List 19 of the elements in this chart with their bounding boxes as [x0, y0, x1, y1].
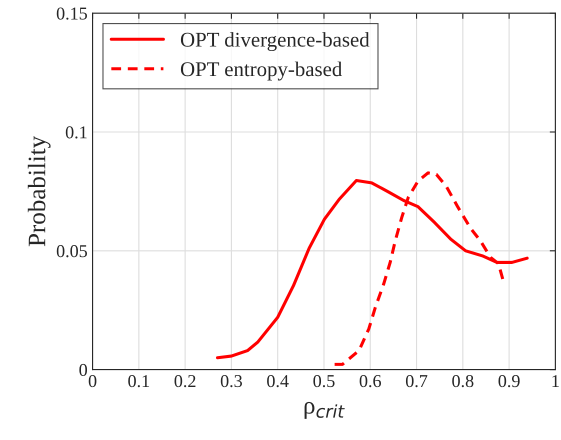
x-tick-label: 0.4	[267, 374, 289, 388]
x-axis-title: ρ$_{crit}$	[304, 402, 345, 419]
legend-label: OPT entropy-based	[180, 62, 342, 81]
y-tick-label: 0.05	[56, 245, 87, 258]
y-tick-label: 0.1	[66, 126, 87, 139]
x-tick-label: 1	[552, 375, 559, 387]
x-tick-label: 0.6	[360, 374, 382, 388]
x-tick-label: 0.3	[220, 374, 242, 388]
x-tick-label: 0	[88, 374, 96, 388]
x-tick-label: 0.5	[313, 374, 335, 388]
y-tick-label: 0	[79, 364, 88, 376]
x-tick-label: 0.9	[498, 374, 520, 388]
x-tick-label: 0.1	[128, 374, 150, 388]
y-tick-label: 0.15	[56, 7, 87, 20]
y-axis-title: Probability	[28, 136, 51, 246]
legend-label: OPT divergence-based	[180, 32, 370, 52]
x-tick-label: 0.7	[406, 374, 428, 388]
x-tick-label: 0.8	[452, 374, 474, 388]
x-tick-label: 0.2	[174, 374, 196, 388]
